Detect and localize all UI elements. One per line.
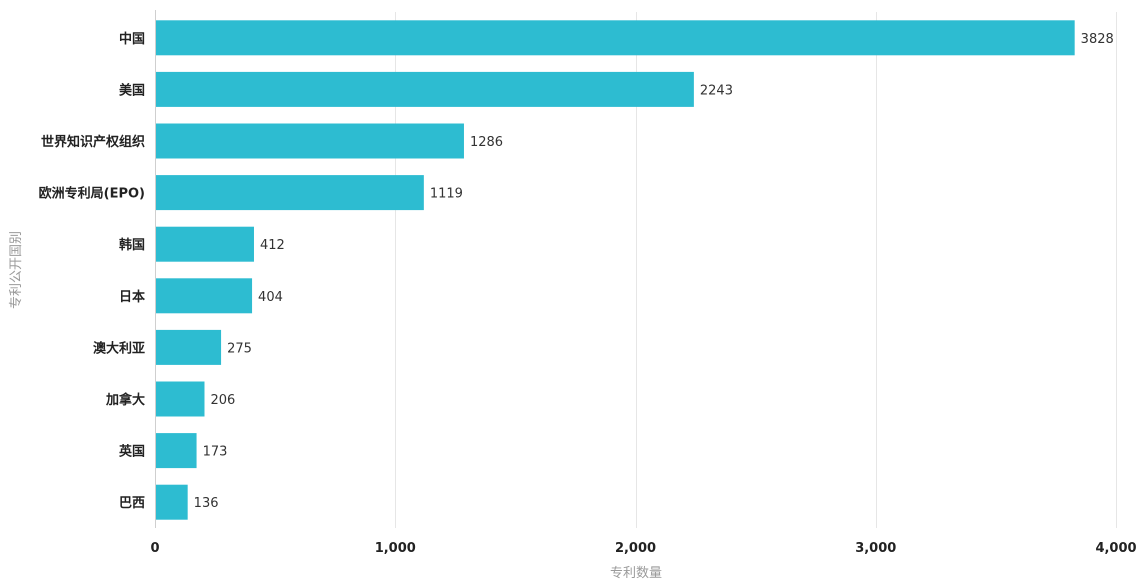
category-label: 巴西 xyxy=(119,496,145,511)
bar xyxy=(155,123,464,159)
data-label: 173 xyxy=(203,445,228,460)
category-label: 加拿大 xyxy=(105,392,145,408)
x-tick-label: 3,000 xyxy=(855,541,896,556)
category-label: 英国 xyxy=(118,444,145,460)
bar xyxy=(155,484,188,520)
bar xyxy=(155,381,205,417)
data-label: 1286 xyxy=(470,135,503,150)
data-label: 136 xyxy=(194,496,219,511)
x-tick-label: 2,000 xyxy=(615,541,656,556)
axes: 0 1,000 2,000 3,000 4,000 中国美国世界知识产权组织欧洲专利局(E… xyxy=(39,10,1137,556)
category-label: 世界知识产权组织 xyxy=(41,134,145,150)
category-label: 澳大利亚 xyxy=(93,340,145,356)
bar xyxy=(155,329,222,365)
category-label: 美国 xyxy=(119,82,145,98)
y-axis-title: 专利公开国别 xyxy=(9,231,24,309)
bars: 3828 2243 1286 1119 412 404 275 206 173 136 xyxy=(155,20,1114,520)
category-label: 欧洲专利局(EPO) xyxy=(39,186,145,202)
data-label: 404 xyxy=(258,290,283,305)
data-label: 412 xyxy=(260,238,285,253)
data-label: 1119 xyxy=(430,187,463,202)
data-label: 3828 xyxy=(1081,32,1114,47)
bar xyxy=(155,175,424,211)
bar xyxy=(155,71,694,107)
category-label: 中国 xyxy=(119,31,145,47)
bar xyxy=(155,278,253,314)
bar xyxy=(155,433,197,469)
x-axis-title: 专利数量 xyxy=(610,566,662,581)
data-label: 275 xyxy=(227,341,252,356)
bar xyxy=(155,226,254,262)
x-tick-label: 0 xyxy=(150,541,159,556)
bar xyxy=(155,20,1075,56)
data-label: 206 xyxy=(210,393,235,408)
data-label: 2243 xyxy=(700,83,733,98)
category-label: 韩国 xyxy=(119,237,145,253)
x-tick-label: 4,000 xyxy=(1095,541,1136,556)
x-tick-label: 1,000 xyxy=(375,541,416,556)
category-label: 日本 xyxy=(119,289,145,305)
